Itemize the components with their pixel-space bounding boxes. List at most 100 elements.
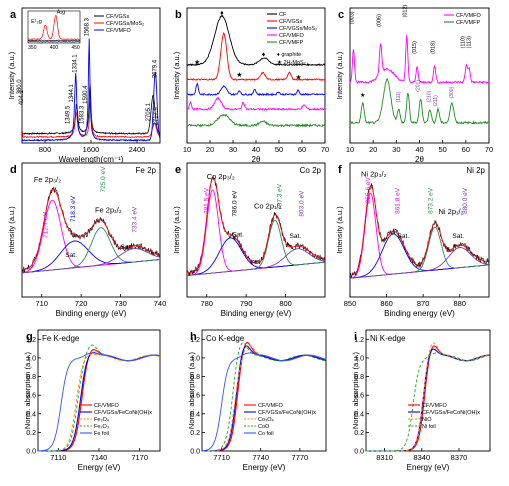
panel-g: 7110 7140 7170 Energy (eV) Norm. absorption … bbox=[23, 329, 161, 472]
peak-label: 855.6 eV bbox=[365, 177, 372, 204]
x-tick-label: 1600 bbox=[83, 145, 100, 154]
x-tick-label: 10 bbox=[183, 145, 191, 154]
x-tick-label: 7740 bbox=[252, 453, 269, 462]
y-axis-label: Intensity (a.u.) bbox=[172, 51, 181, 99]
x-tick-label: 50 bbox=[275, 145, 283, 154]
inset-line bbox=[27, 39, 81, 42]
y-tick-label: 0.6 bbox=[190, 393, 200, 400]
y-tick-label: 1.2 bbox=[190, 337, 200, 344]
phase-marker: ★ bbox=[360, 92, 365, 99]
peak-label: 786.0 eV bbox=[231, 190, 238, 217]
legend-entry: CF/VGSs bbox=[106, 14, 129, 20]
legend-entry: CF/VMFO bbox=[94, 403, 119, 409]
peak-label: 2717.9 bbox=[154, 106, 160, 125]
legend-entry: NiO bbox=[422, 417, 432, 423]
panel-title: Co K-edge bbox=[206, 334, 245, 343]
y-tick-label: 0.8 bbox=[190, 374, 200, 381]
phase-legend: ★ 2H-MoS₂ bbox=[277, 59, 306, 66]
panel-letter: f bbox=[338, 164, 342, 176]
plot-frame bbox=[186, 162, 326, 298]
x-tick-label: 30 bbox=[229, 145, 237, 154]
y-tick-label: 0.2 bbox=[190, 430, 200, 437]
x-axis-label: Binding energy (eV) bbox=[56, 309, 127, 318]
peak-label: 733.4 eV bbox=[131, 206, 138, 233]
peak-label: Fe 2p₃/₂ bbox=[34, 175, 61, 184]
x-tick-label: 800 bbox=[279, 299, 292, 308]
legend-entry: CF/VGSs/MoS₂ bbox=[106, 21, 144, 27]
peak-label: Ni 2p₃/₂ bbox=[361, 169, 387, 178]
peak-label: 1349.5 bbox=[65, 105, 71, 124]
series-line bbox=[201, 352, 327, 452]
peak-label: Ni 2p₁/₂ bbox=[439, 207, 464, 216]
fit-envelope bbox=[21, 189, 160, 271]
y-axis-label: Intensity (a.u.) bbox=[7, 206, 16, 254]
x-tick-label: 870 bbox=[417, 299, 430, 308]
peak-label: Sat. bbox=[452, 233, 464, 240]
x-tick-label: 720 bbox=[75, 299, 88, 308]
inset-line bbox=[27, 41, 81, 43]
peak-label: 404.1 bbox=[19, 90, 25, 106]
hkl-label: (006) bbox=[377, 14, 383, 27]
peak-label: Co 2p₁/₂ bbox=[254, 202, 282, 211]
series-line bbox=[21, 99, 161, 139]
legend-entry: CF/VGSs/FeCoNi(OH)x bbox=[422, 410, 480, 416]
legend-entry: CF/VGSs/FeCoNi(OH)x bbox=[94, 410, 152, 416]
peak-label: 1568.3 bbox=[85, 17, 91, 36]
y-tick-label: 0.6 bbox=[354, 393, 364, 400]
y-axis-label: Intensity (a.u.) bbox=[172, 206, 181, 254]
series-line bbox=[21, 38, 161, 142]
fit-component bbox=[21, 248, 160, 274]
x-tick-label: 10 bbox=[346, 145, 354, 154]
x-tick-label: 60 bbox=[462, 145, 470, 154]
y-tick-label: 0.2 bbox=[354, 430, 364, 437]
x-tick-label: 70 bbox=[321, 145, 329, 154]
phase-marker: ♦ bbox=[262, 52, 266, 59]
phase-marker: ★ bbox=[295, 74, 301, 82]
panel-letter: i bbox=[354, 331, 357, 343]
panel-letter: g bbox=[26, 331, 33, 343]
series-line bbox=[349, 77, 490, 126]
x-tick-label: 20 bbox=[369, 145, 377, 154]
x-axis-label: Wavelength(cm⁻¹) bbox=[59, 155, 124, 164]
inset-peak-label: E¹₂g bbox=[31, 19, 42, 25]
x-axis-label: Energy (eV) bbox=[78, 463, 121, 472]
series-line bbox=[186, 31, 326, 82]
peak-label: 712.7 eV bbox=[43, 211, 50, 238]
y-tick-label: 0.0 bbox=[354, 449, 364, 456]
legend-entry: CF/VGSs/FeCoNi(OH)x bbox=[258, 410, 316, 416]
inset-tick-label: 350 bbox=[28, 45, 37, 51]
x-tick-label: 8340 bbox=[413, 453, 430, 462]
legend-entry: Fe₂O₃ bbox=[94, 424, 109, 430]
peak-label: 2705.1 bbox=[146, 102, 152, 121]
peak-label: Sat. bbox=[65, 252, 77, 259]
panel-c: 10 20 30 40 50 60 70 2θ Intensity (a.u.) c (003) (0… bbox=[335, 4, 493, 164]
series-line bbox=[366, 352, 491, 452]
hkl-label: (113) bbox=[466, 36, 472, 49]
legend-entry: CF/VMFP bbox=[279, 40, 303, 46]
peak-label: Sat. bbox=[290, 233, 302, 240]
x-tick-label: 20 bbox=[206, 145, 214, 154]
x-tick-label: 850 bbox=[344, 299, 357, 308]
plot-frame bbox=[201, 329, 327, 452]
panel-letter: c bbox=[338, 9, 344, 21]
panel-h: 7710 7740 7770 Energy (eV) Norm. absorption … bbox=[187, 329, 327, 472]
phase-marker: ★ bbox=[194, 59, 200, 67]
fit-component bbox=[187, 237, 325, 276]
inset-tick-label: 400 bbox=[50, 45, 59, 51]
hkl-label: (015) bbox=[412, 41, 418, 54]
panel-d: 710 720 730 740 Binding energy (eV) Intensity… bbox=[7, 162, 166, 318]
x-tick-label: 730 bbox=[114, 299, 127, 308]
peak-label: Sat. bbox=[398, 233, 410, 240]
y-axis-label: Norm. absorption (a.u.) bbox=[23, 351, 32, 429]
peak-label: 380.0 bbox=[17, 79, 23, 95]
y-tick-label: 0.4 bbox=[26, 411, 36, 418]
plot-frame bbox=[365, 329, 491, 452]
x-tick-label: 2400 bbox=[129, 145, 146, 154]
peak-label: 718.3 eV bbox=[70, 195, 77, 222]
plot-frame bbox=[21, 162, 161, 298]
y-tick-label: 0.2 bbox=[26, 430, 36, 437]
peak-label: Fe 2p₁/₂ bbox=[95, 206, 122, 215]
